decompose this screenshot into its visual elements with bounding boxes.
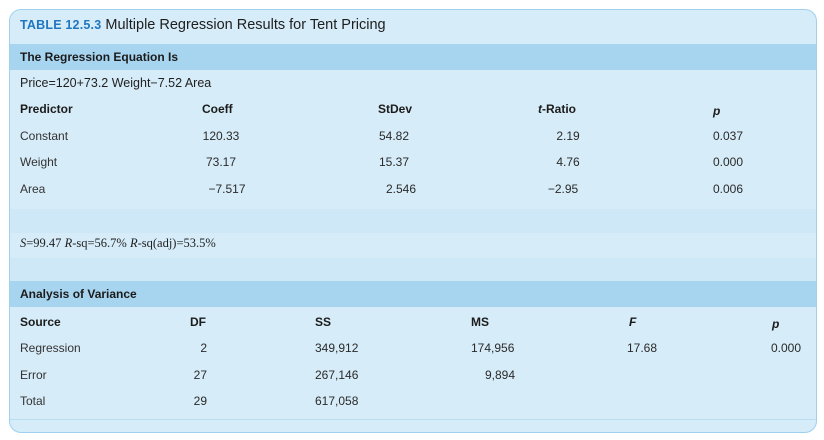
row-area-stdev: 2.546 (385, 182, 417, 196)
s-label: S (20, 236, 27, 250)
anova-row-regression-ss: 349,912 (315, 341, 359, 355)
anova-row-regression-p: 0.000 (771, 341, 802, 355)
row-area-coeff: −7.517 (208, 182, 246, 196)
rsq-value: -sq=56.7% (72, 236, 130, 250)
row-constant-coeff: 120.33 (202, 129, 240, 143)
anova-row-regression-f: 17.68 (627, 341, 658, 355)
anova-row-error-ss: 267,146 (315, 368, 359, 382)
bottom-rule (10, 419, 816, 420)
anova-row-error-ms: 9,894 (485, 368, 516, 382)
anova-row-total-df: 29 (193, 394, 207, 408)
row-weight-p: 0.000 (712, 155, 744, 169)
row-constant-p: 0.037 (712, 129, 744, 143)
header-predictor: Predictor (20, 102, 73, 116)
anova-header-df: DF (190, 315, 206, 329)
header-t-ratio-rest: -Ratio (542, 102, 576, 116)
header-coeff: Coeff (202, 102, 233, 116)
table-title: TABLE 12.5.3 Multiple Regression Results… (20, 17, 386, 33)
anova-row-total-ss: 617,058 (315, 394, 359, 408)
row-weight-t-ratio: 4.76 (556, 155, 580, 169)
table-number: TABLE 12.5.3 (20, 18, 102, 32)
row-area-p: 0.006 (712, 182, 744, 196)
anova-header-ms: MS (471, 315, 489, 329)
row-area-predictor: Area (20, 182, 46, 196)
anova-section-title: Analysis of Variance (20, 287, 137, 301)
row-weight-predictor: Weight (20, 155, 58, 169)
fit-statistics: S=99.47 R-sq=56.7% R-sq(adj)=53.5% (20, 236, 216, 251)
row-weight-stdev: 15.37 (378, 155, 410, 169)
rsqadj-value: -sq(adj)=53.5% (137, 236, 216, 250)
s-value: =99.47 (26, 236, 65, 250)
row-constant-stdev: 54.82 (378, 129, 410, 143)
spacer-band (10, 209, 816, 233)
anova-header-p: p (772, 317, 780, 331)
table-caption: Multiple Regression Results for Tent Pri… (105, 17, 386, 33)
row-constant-t-ratio: 2.19 (556, 129, 580, 143)
row-area-t-ratio: −2.95 (547, 182, 579, 196)
header-t-ratio: t-Ratio (538, 102, 576, 116)
anova-header-ss: SS (315, 315, 332, 329)
anova-header-source: Source (20, 315, 61, 329)
header-p: p (713, 104, 721, 118)
table-title-bar: TABLE 12.5.3 Multiple Regression Results… (10, 10, 816, 44)
anova-row-regression-source: Regression (20, 341, 81, 355)
spacer-band-2 (10, 258, 816, 281)
rsqadj-label: R (129, 236, 138, 250)
anova-row-total-source: Total (20, 394, 46, 408)
anova-row-error-source: Error (20, 368, 47, 382)
regression-equation: Price=120+73.2 Weight−7.52 Area (20, 76, 212, 90)
row-constant-predictor: Constant (20, 129, 69, 143)
anova-row-regression-df: 2 (200, 341, 207, 355)
anova-row-regression-ms: 174,956 (471, 341, 515, 355)
header-stdev: StDev (378, 102, 413, 116)
anova-header-f: F (629, 315, 637, 329)
row-weight-coeff: 73.17 (205, 155, 237, 169)
anova-row-error-df: 27 (193, 368, 207, 382)
regression-table-card: TABLE 12.5.3 Multiple Regression Results… (9, 9, 817, 433)
rsq-label: R (64, 236, 73, 250)
regression-section-title: The Regression Equation Is (20, 50, 179, 64)
regression-section-header: The Regression Equation Is (10, 44, 816, 70)
anova-section-header: Analysis of Variance (10, 281, 816, 307)
